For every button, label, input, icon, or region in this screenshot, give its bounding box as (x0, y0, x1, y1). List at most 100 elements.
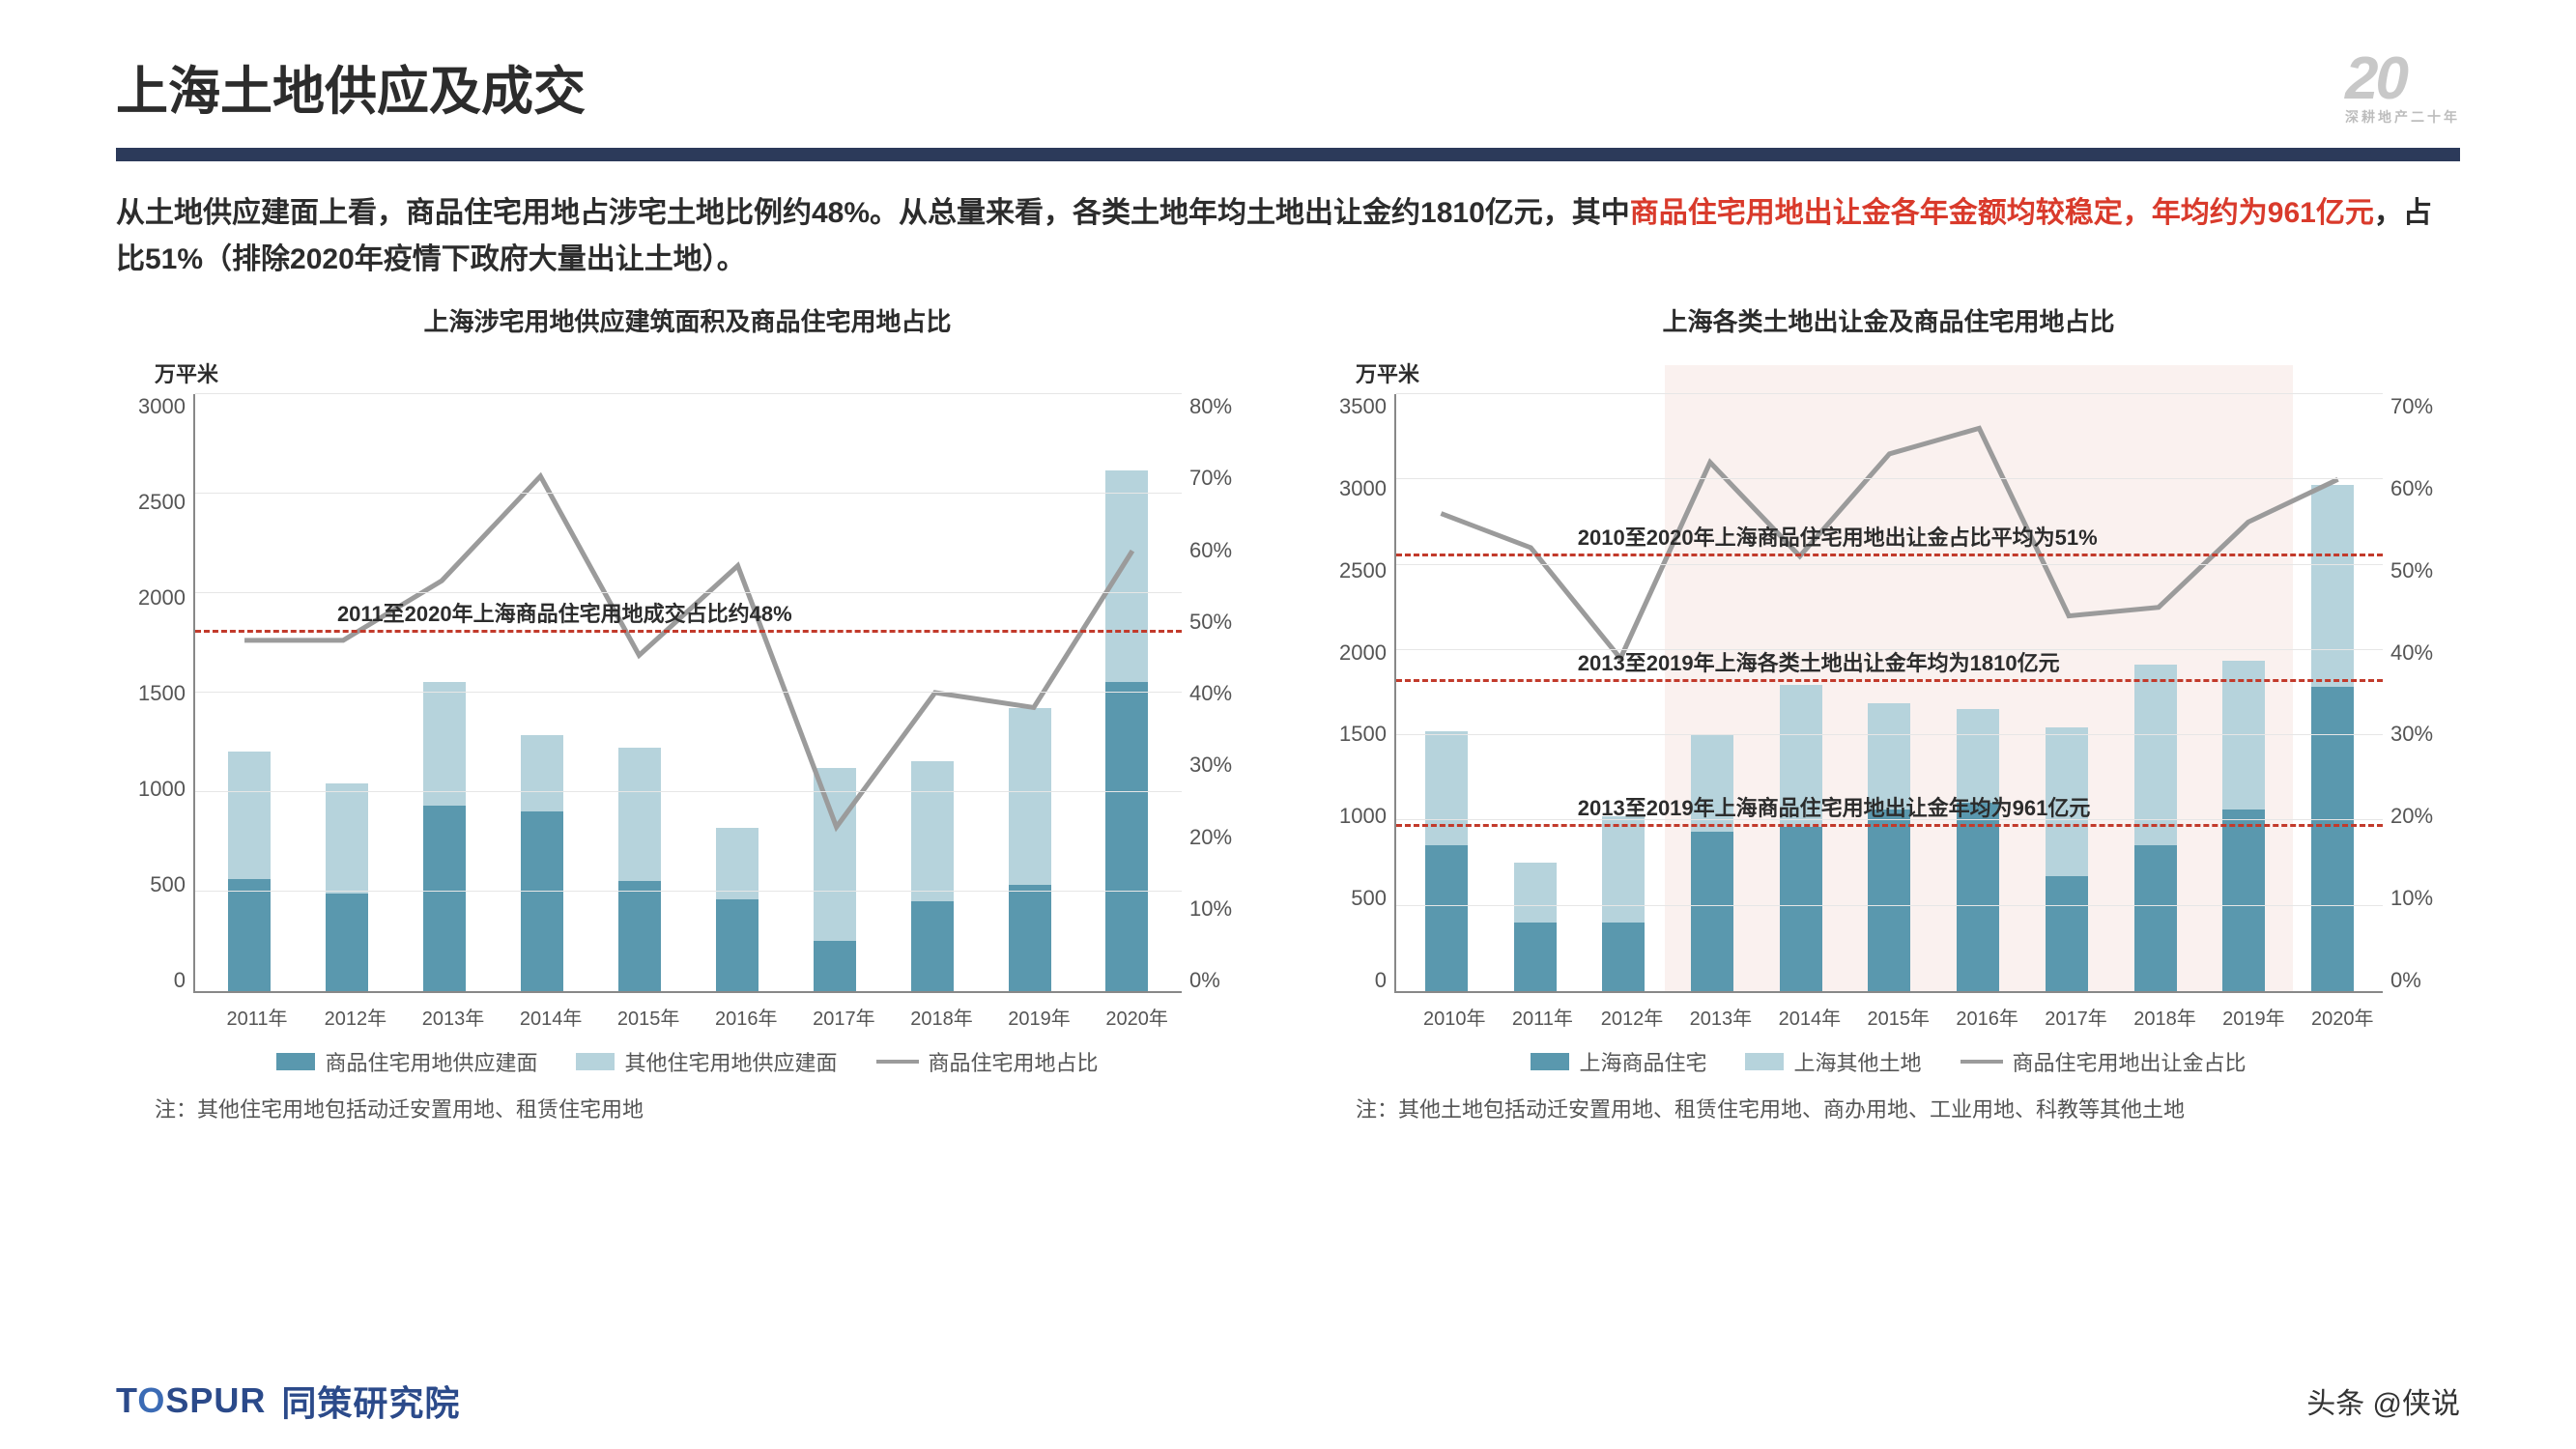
bar-secondary (1105, 470, 1148, 682)
chart-left-footnote: 注：其他住宅用地包括动迁安置用地、租赁住宅用地 (155, 1093, 1259, 1123)
ytick-left: 2000 (1339, 640, 1387, 666)
bar-primary (618, 881, 661, 991)
bar-group (814, 768, 856, 991)
xtick: 2018年 (910, 1003, 953, 1031)
bar-group (1780, 685, 1822, 991)
chart-right-footnote: 注：其他土地包括动迁安置用地、租赁住宅用地、商办用地、工业用地、科教等其他土地 (1356, 1093, 2460, 1123)
bar-secondary (1602, 816, 1645, 923)
footer-brand-en: TOSPUR (116, 1380, 266, 1421)
xtick: 2016年 (1956, 1003, 1998, 1031)
reference-line (1396, 679, 2383, 682)
chart-right-xaxis: 2010年2011年2012年2013年2014年2015年2016年2017年… (1394, 1003, 2383, 1031)
reference-line (195, 630, 1182, 633)
bar-primary (1425, 845, 1468, 991)
desc-red: 商品住宅用地出让金各年金额均较稳定，年均约为961亿元 (1630, 197, 2374, 229)
reference-line (1396, 824, 2383, 827)
bar-secondary (618, 748, 661, 881)
bar-primary (521, 811, 563, 991)
chart-left-plot: 2011至2020年上海商品住宅用地成交占比约48% (193, 394, 1182, 993)
bar-secondary (423, 682, 466, 806)
chart-right-legend: 上海商品住宅 上海其他土地 商品住宅用地出让金占比 (1317, 1046, 2460, 1077)
chart-left-xaxis: 2011年2012年2013年2014年2015年2016年2017年2018年… (193, 1003, 1182, 1031)
reference-label: 2013至2019年上海各类土地出让金年均为1810亿元 (1574, 645, 2064, 678)
ytick-left: 3000 (1339, 476, 1387, 501)
legend-swatch-primary (1531, 1053, 1569, 1070)
legend-label-primary: 商品住宅用地供应建面 (325, 1046, 537, 1077)
bar-secondary (2134, 665, 2177, 846)
bar-group (618, 748, 661, 991)
attribution: 头条 @侠说 (2306, 1379, 2460, 1422)
ytick-left: 2500 (138, 490, 186, 515)
bar-secondary (1009, 708, 1051, 886)
legend-swatch-secondary (1745, 1053, 1784, 1070)
bar-group (716, 828, 758, 991)
legend-item-line: 商品住宅用地出让金占比 (1961, 1046, 2247, 1077)
ytick-left: 1000 (1339, 804, 1387, 829)
bar-primary (1691, 832, 1733, 991)
xtick: 2020年 (1105, 1003, 1148, 1031)
legend-line-swatch (876, 1060, 919, 1064)
bar-secondary (521, 735, 563, 811)
ytick-left: 0 (174, 968, 186, 993)
legend-item-primary: 商品住宅用地供应建面 (276, 1046, 537, 1077)
bar-secondary (1425, 731, 1468, 846)
bar-primary (814, 941, 856, 991)
bar-primary (326, 894, 368, 991)
ytick-right: 60% (2390, 476, 2433, 501)
ytick-right: 50% (1189, 610, 1232, 635)
bar-secondary (1957, 709, 1999, 803)
xtick: 2016年 (715, 1003, 758, 1031)
ytick-left: 1000 (138, 777, 186, 802)
xtick: 2017年 (2045, 1003, 2087, 1031)
ytick-left: 500 (1351, 886, 1387, 911)
chart-right-plot: 2010至2020年上海商品住宅用地出让金占比平均为51% 2013至2019年上… (1394, 394, 2383, 993)
ytick-right: 40% (1189, 681, 1232, 706)
xtick: 2015年 (617, 1003, 660, 1031)
ytick-right: 10% (2390, 886, 2433, 911)
xtick: 2017年 (813, 1003, 855, 1031)
desc-part-1: 从土地供应建面上看，商品住宅用地占涉宅土地比例约48%。从总量来看，各类土地年均… (116, 197, 1630, 229)
bar-secondary (1514, 863, 1557, 923)
ytick-left: 0 (1375, 968, 1387, 993)
bar-group (1009, 708, 1051, 991)
ytick-left: 2000 (138, 585, 186, 611)
legend-swatch-primary (276, 1053, 315, 1070)
bar-primary (911, 901, 954, 991)
ytick-right: 30% (2390, 722, 2433, 747)
legend-label-secondary: 其他住宅用地供应建面 (624, 1046, 837, 1077)
xtick: 2015年 (1867, 1003, 1909, 1031)
legend-item-secondary: 上海其他土地 (1745, 1046, 1921, 1077)
bar-primary (2134, 845, 2177, 991)
reference-label: 2010至2020年上海商品住宅用地出让金占比平均为51% (1574, 520, 2102, 553)
ytick-left: 3000 (138, 394, 186, 419)
chart-right: 上海各类土地出让金及商品住宅用地占比 万平米 35003000250020001… (1317, 302, 2460, 1123)
bar-primary (1514, 923, 1557, 991)
ytick-right: 50% (2390, 558, 2433, 583)
ytick-left: 1500 (1339, 722, 1387, 747)
legend-item-secondary: 其他住宅用地供应建面 (576, 1046, 837, 1077)
xtick: 2011年 (227, 1003, 270, 1031)
ytick-right: 60% (1189, 538, 1232, 563)
chart-right-yaxis-right: 70%60%50%40%30%20%10%0% (2383, 394, 2460, 993)
bar-primary (1868, 810, 1910, 991)
xtick: 2011年 (1512, 1003, 1555, 1031)
bar-group (1691, 734, 1733, 991)
bar-primary (1780, 827, 1822, 991)
legend-label-line: 商品住宅用地出让金占比 (2013, 1046, 2247, 1077)
bar-group (911, 761, 954, 991)
title-rule (116, 148, 2460, 161)
ytick-right: 10% (1189, 896, 1232, 922)
footer-brand-cn: 同策研究院 (281, 1376, 460, 1426)
ytick-right: 0% (1189, 968, 1220, 993)
reference-label: 2013至2019年上海商品住宅用地出让金年均为961亿元 (1574, 790, 2095, 823)
ytick-right: 70% (1189, 466, 1232, 491)
bar-primary (1957, 803, 1999, 991)
bar-group (326, 783, 368, 991)
bar-group (2046, 727, 2088, 991)
xtick: 2010年 (1423, 1003, 1466, 1031)
legend-label-line: 商品住宅用地占比 (929, 1046, 1099, 1077)
xtick: 2013年 (1690, 1003, 1732, 1031)
bar-group (423, 682, 466, 991)
bar-group (228, 752, 271, 991)
chart-right-yaxis-left: 3500300025002000150010005000 (1317, 394, 1394, 993)
